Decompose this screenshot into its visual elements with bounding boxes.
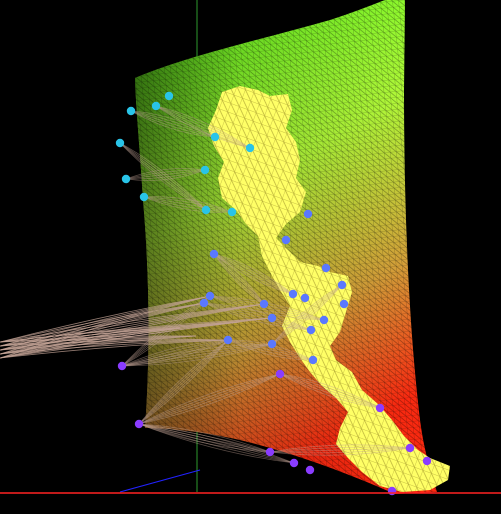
node-point	[209, 249, 219, 259]
node-point	[267, 339, 277, 349]
node-point	[288, 289, 298, 299]
node-point	[281, 235, 291, 245]
node-point	[199, 298, 209, 308]
node-point	[375, 403, 385, 413]
node-point	[337, 280, 347, 290]
nodes	[115, 91, 432, 496]
node-point	[259, 299, 269, 309]
node-point	[201, 205, 211, 215]
node-point	[139, 192, 149, 202]
node-point	[387, 486, 397, 496]
node-point	[321, 263, 331, 273]
node-point	[134, 419, 144, 429]
node-point	[289, 458, 299, 468]
node-point	[275, 369, 285, 379]
node-point	[267, 313, 277, 323]
node-point	[164, 91, 174, 101]
node-point	[339, 299, 349, 309]
node-point	[305, 465, 315, 475]
node-point	[121, 174, 131, 184]
node-point	[308, 355, 318, 365]
node-point	[405, 443, 415, 453]
node-point	[117, 361, 127, 371]
node-point	[245, 143, 255, 153]
node-point	[306, 325, 316, 335]
node-point	[300, 293, 310, 303]
node-point	[227, 207, 237, 217]
node-point	[265, 447, 275, 457]
node-point	[126, 106, 136, 116]
node-point	[200, 165, 210, 175]
node-point	[303, 209, 313, 219]
node-point	[205, 291, 215, 301]
strands	[0, 105, 411, 464]
node-point	[210, 132, 220, 142]
node-point	[319, 315, 329, 325]
node-point	[151, 101, 161, 111]
axis-blue	[119, 469, 201, 493]
node-point	[223, 335, 233, 345]
node-point	[422, 456, 432, 466]
node-point	[115, 138, 125, 148]
highlight-region	[208, 86, 450, 492]
